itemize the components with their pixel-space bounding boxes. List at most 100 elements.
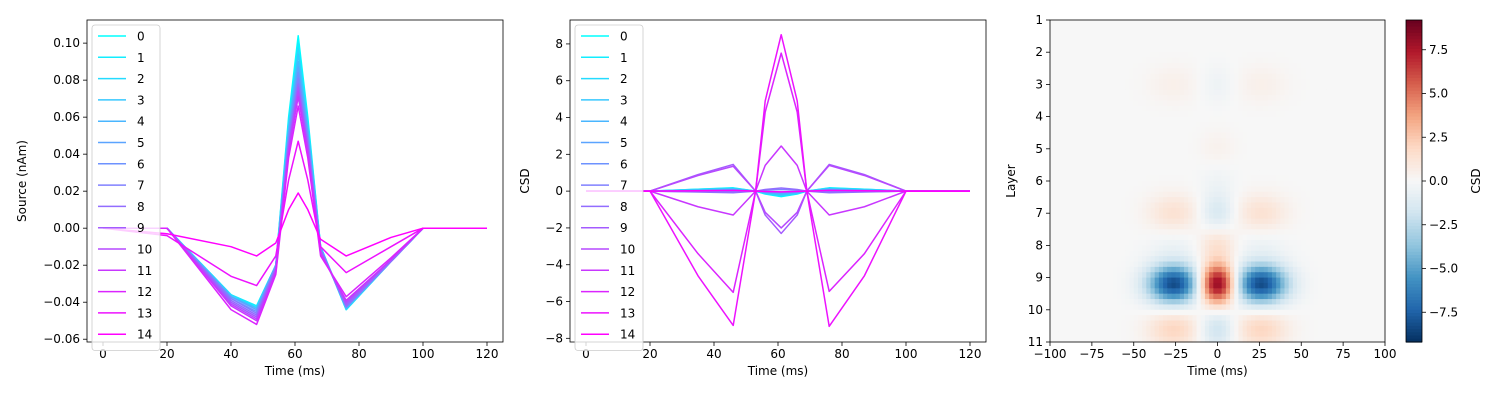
heatmap-cell	[1091, 250, 1097, 257]
y-tick-label: 0.00	[53, 221, 80, 235]
heatmap-cell	[1326, 121, 1332, 128]
heatmap-cell	[1158, 229, 1164, 236]
heatmap-cell	[1112, 68, 1118, 75]
heatmap-cell	[1075, 159, 1080, 166]
heatmap-cell	[1163, 25, 1168, 32]
heatmap-cell	[1171, 121, 1177, 128]
heatmap-cell	[1100, 240, 1106, 246]
heatmap-cell	[1343, 277, 1348, 284]
heatmap-cell	[1204, 132, 1210, 139]
heatmap-cell	[1343, 127, 1348, 134]
heatmap-cell	[1196, 240, 1202, 246]
heatmap-cell	[1096, 95, 1101, 102]
heatmap-cell	[1376, 207, 1382, 214]
heatmap-cell	[1175, 95, 1181, 102]
heatmap-cell	[1259, 186, 1265, 193]
heatmap-cell	[1192, 186, 1198, 193]
heatmap-cell	[1062, 52, 1068, 59]
y-tick-label: −0.02	[43, 258, 80, 272]
heatmap-cell	[1376, 218, 1382, 225]
heatmap-cell	[1054, 20, 1059, 26]
heatmap-cell	[1351, 68, 1357, 75]
heatmap-cell	[1066, 25, 1072, 32]
heatmap-cell	[1163, 186, 1168, 193]
heatmap-cell	[1154, 95, 1160, 102]
heatmap-cell	[1238, 121, 1244, 128]
heatmap-cell	[1292, 325, 1298, 332]
heatmap-cell	[1292, 46, 1298, 53]
heatmap-cell	[1347, 20, 1353, 26]
heatmap-cell	[1234, 143, 1240, 150]
heatmap-cell	[1221, 138, 1227, 145]
heatmap-cell	[1380, 84, 1386, 91]
heatmap-cell	[1200, 331, 1206, 338]
heatmap-cell	[1355, 336, 1361, 343]
heatmap-cell	[1108, 304, 1114, 311]
heatmap-cell	[1100, 175, 1106, 182]
heatmap-cell	[1259, 138, 1265, 145]
heatmap-cell	[1318, 79, 1323, 85]
heatmap-cell	[1322, 111, 1327, 118]
heatmap-cell	[1359, 25, 1365, 32]
heatmap-cell	[1355, 213, 1361, 220]
heatmap-cell	[1322, 250, 1327, 257]
heatmap-cell	[1079, 95, 1085, 102]
heatmap-cell	[1259, 218, 1265, 225]
heatmap-cell	[1364, 245, 1369, 252]
heatmap-cell	[1280, 68, 1286, 75]
heatmap-cell	[1087, 213, 1093, 220]
heatmap-cell	[1058, 181, 1064, 187]
heatmap-cell	[1276, 315, 1281, 322]
heatmap-cell	[1188, 116, 1193, 123]
heatmap-cell	[1171, 57, 1177, 64]
heatmap-cell	[1209, 181, 1214, 187]
heatmap-cell	[1209, 30, 1214, 37]
heatmap-cell	[1104, 111, 1110, 118]
heatmap-cell	[1351, 36, 1357, 43]
heatmap-cell	[1271, 261, 1277, 268]
heatmap-cell	[1158, 240, 1164, 246]
heatmap-cell	[1108, 116, 1114, 123]
heatmap-cell	[1251, 41, 1256, 48]
heatmap-cell	[1075, 213, 1080, 220]
heatmap-cell	[1326, 30, 1332, 37]
heatmap-cell	[1242, 62, 1248, 69]
heatmap-cell	[1196, 250, 1202, 257]
heatmap-cell	[1276, 272, 1281, 279]
heatmap-cell	[1133, 186, 1139, 193]
heatmap-cell	[1267, 105, 1273, 112]
heatmap-cell	[1230, 325, 1235, 332]
heatmap-cell	[1112, 30, 1118, 37]
heatmap-cell	[1171, 272, 1177, 279]
heatmap-cell	[1188, 100, 1193, 107]
heatmap-cell	[1309, 36, 1315, 43]
heatmap-cell	[1343, 41, 1348, 48]
heatmap-cell	[1338, 30, 1344, 37]
heatmap-cell	[1175, 41, 1181, 48]
heatmap-cell	[1112, 331, 1118, 338]
heatmap-cell	[1091, 299, 1097, 306]
heatmap-cell	[1146, 164, 1152, 171]
heatmap-cell	[1292, 250, 1298, 257]
heatmap-cell	[1246, 266, 1252, 273]
heatmap-cell	[1050, 186, 1055, 193]
heatmap-cell	[1171, 266, 1177, 273]
heatmap-cell	[1158, 41, 1164, 48]
heatmap-cell	[1125, 186, 1131, 193]
heatmap-cell	[1242, 175, 1248, 182]
legend-label-12: 12	[620, 285, 635, 299]
heatmap-cell	[1158, 143, 1164, 150]
heatmap-cell	[1087, 336, 1093, 343]
heatmap-cell	[1280, 62, 1286, 69]
heatmap-cell	[1271, 223, 1277, 230]
heatmap-cell	[1091, 127, 1097, 134]
heatmap-cell	[1259, 121, 1265, 128]
heatmap-cell	[1188, 148, 1193, 155]
heatmap-cell	[1246, 132, 1252, 139]
heatmap-cell	[1070, 36, 1076, 43]
heatmap-cell	[1326, 250, 1332, 257]
heatmap-cell	[1158, 68, 1164, 75]
heatmap-cell	[1280, 288, 1286, 295]
heatmap-cell	[1050, 30, 1055, 37]
heatmap-cell	[1221, 95, 1227, 102]
